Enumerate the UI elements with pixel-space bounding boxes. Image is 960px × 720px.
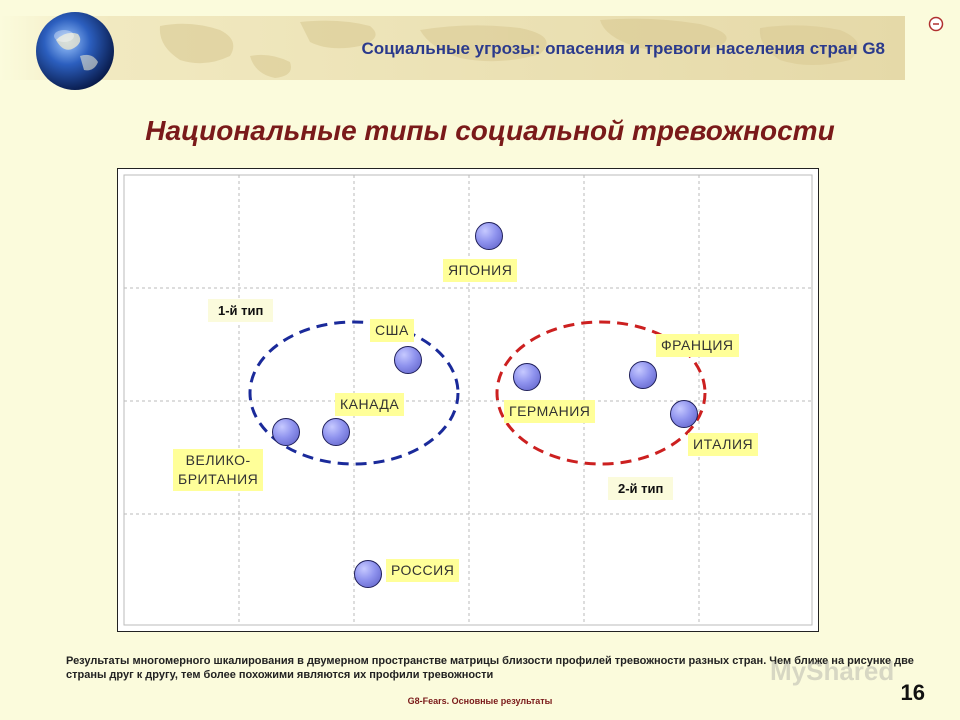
label-italy: ИТАЛИЯ	[688, 433, 759, 456]
type-2-label: 2-й тип	[608, 477, 674, 500]
point-germany	[513, 363, 541, 391]
caption-text: Результаты многомерного шкалирования в д…	[66, 655, 914, 681]
type-1-label: 1-й тип	[208, 299, 274, 322]
point-russia	[354, 560, 382, 588]
world-map-background	[159, 18, 858, 78]
point-italy	[670, 400, 698, 428]
point-japan	[475, 222, 503, 250]
page-number: 16	[900, 680, 925, 705]
label-great-britain-line2: БРИТАНИЯ	[178, 471, 259, 487]
point-france	[629, 361, 657, 389]
footer-text: G8-Fears. Основные результаты	[407, 696, 553, 706]
close-circle-icon[interactable]	[928, 16, 944, 32]
cluster-2-ellipse	[495, 320, 707, 466]
point-canada	[322, 418, 350, 446]
label-france: ФРАНЦИЯ	[656, 334, 739, 357]
page-title: Национальные типы социальной тревожности	[145, 115, 835, 146]
header-bar	[0, 16, 905, 80]
label-japan: ЯПОНИЯ	[443, 259, 518, 282]
label-great-britain-line1: ВЕЛИКО-	[185, 452, 251, 468]
label-canada: КАНАДА	[335, 393, 405, 416]
label-germany: ГЕРМАНИЯ	[504, 400, 596, 423]
globe-icon	[36, 12, 114, 90]
label-russia: РОССИЯ	[386, 559, 460, 582]
label-usa: США	[370, 319, 414, 342]
point-great-britain	[272, 418, 300, 446]
header-title: Социальные угрозы: опасения и тревоги на…	[361, 39, 885, 58]
plot-grid	[123, 174, 813, 626]
scaling-plot: 1-й тип 2-й тип ЯПОНИЯ США КАНАДА ВЕЛИКО…	[117, 168, 819, 632]
label-great-britain: ВЕЛИКО- БРИТАНИЯ	[173, 449, 264, 491]
point-usa	[394, 346, 422, 374]
watermark: MyShared	[770, 656, 895, 686]
cluster-1-ellipse	[248, 320, 460, 466]
